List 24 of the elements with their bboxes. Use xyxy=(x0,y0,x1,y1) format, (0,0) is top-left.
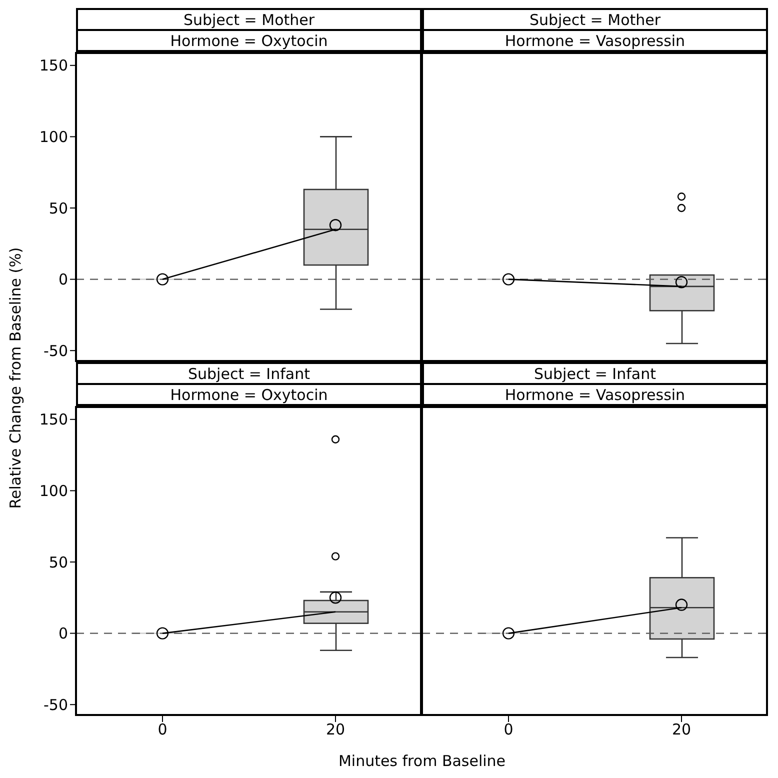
chart-subtitle: Hormone = Vasopressin xyxy=(422,383,768,406)
y-tick-label: 50 xyxy=(48,553,68,572)
chart-subtitle: Hormone = Oxytocin xyxy=(76,29,422,52)
y-axis-title: Relative Change from Baseline (%) xyxy=(7,247,26,509)
y-tick-label: -50 xyxy=(44,696,68,714)
y-tick-label: 0 xyxy=(58,624,68,643)
y-tick-label: 150 xyxy=(39,56,68,75)
x-tick-label: 0 xyxy=(504,720,514,739)
x-tick-label: 20 xyxy=(672,720,692,739)
chart-title: Subject = Mother xyxy=(76,8,422,31)
y-tick-label: 50 xyxy=(48,199,68,218)
x-tick-label: 20 xyxy=(326,720,346,739)
y-tick-label: 150 xyxy=(39,410,68,429)
y-tick-label: -50 xyxy=(44,342,68,360)
chart-title: Subject = Infant xyxy=(422,362,768,385)
chart-subtitle: Hormone = Vasopressin xyxy=(422,29,768,52)
y-tick-label: 100 xyxy=(39,128,68,146)
chart-title: Subject = Mother xyxy=(422,8,768,31)
chart-subtitle: Hormone = Oxytocin xyxy=(76,383,422,406)
chart-title: Subject = Infant xyxy=(76,362,422,385)
x-axis-title: Minutes from Baseline xyxy=(337,752,507,770)
y-tick-label: 0 xyxy=(58,270,68,289)
y-tick-label: 100 xyxy=(39,482,68,500)
x-tick-label: 0 xyxy=(158,720,168,739)
